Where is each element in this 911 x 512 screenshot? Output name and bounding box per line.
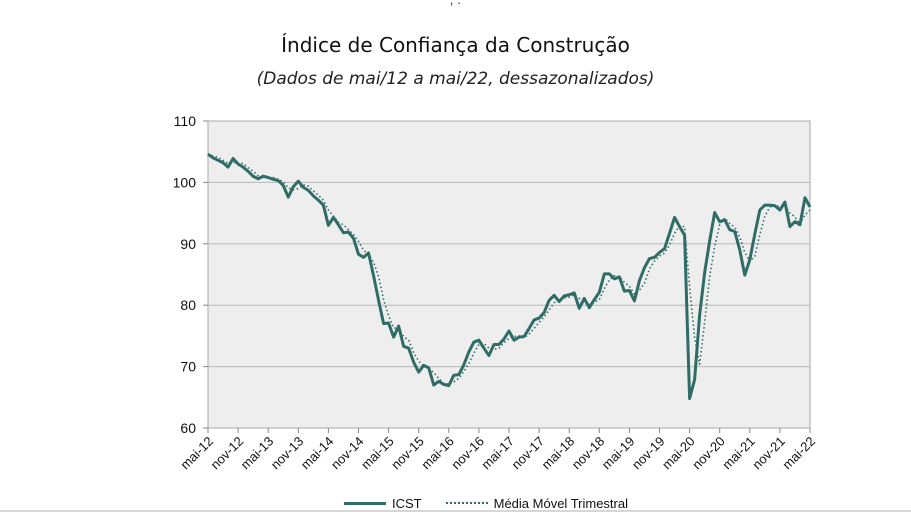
x-tick-label: nov-20 xyxy=(689,434,728,473)
x-tick-label: nov-18 xyxy=(569,434,608,473)
cropped-header-text: , . xyxy=(0,0,911,6)
y-tick-label: 90 xyxy=(180,236,196,252)
x-tick-label: mai-21 xyxy=(719,434,758,473)
x-tick-label: nov-17 xyxy=(509,434,548,473)
y-tick-label: 100 xyxy=(173,174,197,190)
y-tick-label: 80 xyxy=(180,297,196,313)
x-tick-label: mai-15 xyxy=(358,434,397,473)
x-tick-label: nov-12 xyxy=(208,434,247,473)
x-axis: mai-12nov-12mai-13nov-13mai-14nov-14mai-… xyxy=(177,428,818,472)
x-tick-label: nov-15 xyxy=(388,434,427,473)
x-tick-label: mai-14 xyxy=(298,434,337,473)
x-tick-label: mai-18 xyxy=(539,434,578,473)
plot-area xyxy=(207,120,811,429)
legend-label-icst: ICST xyxy=(392,495,422,511)
series-lines xyxy=(207,152,812,401)
x-tick-label: nov-14 xyxy=(328,434,367,473)
series-line-icst xyxy=(207,152,812,401)
x-tick-label: mai-22 xyxy=(779,434,818,473)
series-line-moving-average xyxy=(207,153,811,385)
x-tick-label: mai-17 xyxy=(478,434,517,473)
chart-title: Índice de Confiança da Construção xyxy=(281,33,630,57)
legend-label-moving-average: Média Móvel Trimestral xyxy=(493,495,628,511)
y-axis: 60 70 80 90 100 110 xyxy=(173,113,208,436)
chart-subtitle: (Dados de mai/12 a mai/22, dessazonaliza… xyxy=(256,69,655,89)
legend-swatch-icst xyxy=(344,501,386,505)
x-tick-label: nov-21 xyxy=(749,434,788,473)
legend: ICST Média Móvel Trimestral xyxy=(344,494,628,512)
y-tick-label: 70 xyxy=(180,359,196,375)
x-tick-label: mai-16 xyxy=(418,434,457,473)
bottom-divider xyxy=(0,510,911,512)
x-tick-label: nov-16 xyxy=(448,434,487,473)
x-tick-label: mai-19 xyxy=(599,434,638,473)
x-tick-label: nov-19 xyxy=(629,434,668,473)
x-tick-label: mai-13 xyxy=(238,434,277,473)
y-tick-label: 110 xyxy=(174,113,197,129)
x-tick-label: mai-12 xyxy=(177,434,216,473)
legend-swatch-moving-average xyxy=(445,502,488,504)
y-tick-label: 60 xyxy=(180,420,196,436)
x-tick-label: nov-13 xyxy=(268,434,307,473)
x-tick-label: mai-20 xyxy=(659,434,698,473)
